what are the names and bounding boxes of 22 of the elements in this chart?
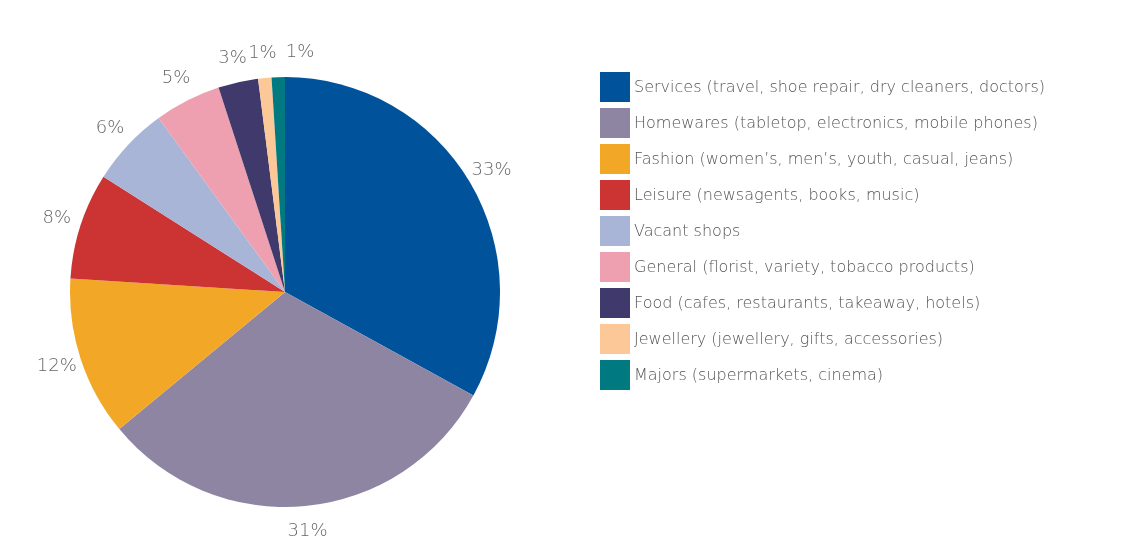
legend-label: Leisure (newsagents, books, music)	[634, 185, 920, 204]
data-label: 5%	[161, 66, 191, 88]
data-label: 12%	[36, 354, 77, 376]
pie-slice	[70, 176, 285, 292]
pie-slice	[119, 292, 474, 507]
data-label: 1%	[285, 40, 315, 62]
pie-slice	[158, 87, 285, 292]
legend-label: Fashion (women’s, men’s, youth, casual, jeans)	[634, 149, 1014, 168]
legend-label: Vacant shops	[634, 221, 741, 240]
data-label: 1%	[248, 41, 277, 63]
legend-label: Majors (supermarkets, cinema)	[634, 365, 884, 384]
legend-label: Homewares (tabletop, electronics, mobile phones)	[634, 113, 1038, 132]
legend-label: Jewellery (jewellery, gifts, accessories)	[634, 329, 944, 348]
pie-slice	[218, 78, 285, 292]
data-label: 8%	[42, 205, 72, 227]
data-label: 3%	[218, 45, 247, 67]
legend-label: General (florist, variety, tobacco products)	[634, 257, 975, 276]
legend-label: Food (cafes, restaurants, takeaway, hotels)	[634, 293, 981, 312]
legend-label: Services (travel, shoe repair, dry cleaners, doctors)	[634, 77, 1046, 96]
data-label: 31%	[287, 518, 328, 540]
data-label: 6%	[95, 115, 125, 137]
data-label: 33%	[471, 157, 512, 179]
